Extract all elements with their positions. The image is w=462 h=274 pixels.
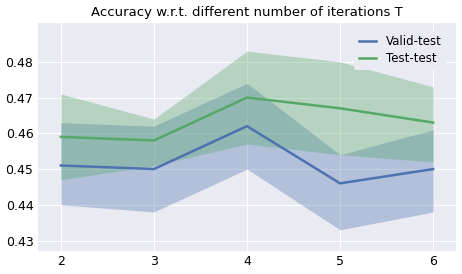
Title: Accuracy w.r.t. different number of iterations T: Accuracy w.r.t. different number of iter… xyxy=(91,5,403,19)
Valid-test xyxy=(151,167,157,171)
Test-test xyxy=(337,107,343,110)
Line: Valid-test: Valid-test xyxy=(61,126,433,183)
Valid-test xyxy=(431,167,436,171)
Valid-test xyxy=(337,182,343,185)
Test-test xyxy=(431,121,436,124)
Test-test xyxy=(151,139,157,142)
Legend: Valid-test, Test-test: Valid-test, Test-test xyxy=(354,31,446,70)
Test-test xyxy=(244,96,250,99)
Test-test xyxy=(58,135,64,139)
Line: Test-test: Test-test xyxy=(61,98,433,141)
Valid-test xyxy=(244,124,250,128)
Valid-test xyxy=(58,164,64,167)
